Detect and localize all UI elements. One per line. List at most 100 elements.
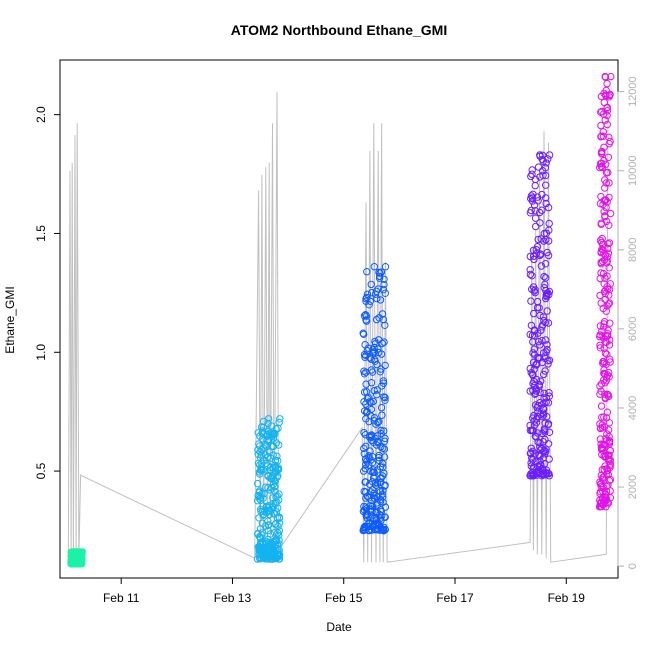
- data-point: [255, 514, 263, 522]
- data-point: [596, 344, 604, 352]
- grey-line-layer: [67, 91, 609, 567]
- data-point: [361, 311, 370, 319]
- data-point: [597, 92, 606, 101]
- data-point: [532, 457, 540, 466]
- data-point: [533, 469, 541, 478]
- data-point: [602, 160, 610, 169]
- data-point: [600, 98, 608, 107]
- data-point: [526, 449, 535, 458]
- data-point: [362, 294, 370, 303]
- data-point: [606, 447, 615, 455]
- data-point: [599, 359, 607, 368]
- data-point: [540, 399, 548, 407]
- data-point: [270, 482, 279, 490]
- data-point: [378, 310, 387, 318]
- grey-series-line: [67, 91, 609, 567]
- x-axis: Feb 11 Feb 13 Feb 15 Feb 17 Feb 19: [103, 577, 585, 605]
- data-point: [534, 355, 543, 363]
- data-point: [381, 513, 389, 521]
- data-point: [542, 194, 550, 202]
- data-point: [544, 251, 553, 260]
- data-point: [254, 479, 262, 488]
- data-point: [363, 293, 371, 302]
- data-point: [528, 166, 536, 174]
- data-point: [601, 379, 609, 387]
- chart-title: ATOM2 Northbound Ethane_GMI: [231, 22, 447, 38]
- data-point: [527, 297, 535, 305]
- data-point: [526, 426, 535, 435]
- points-layer: [67, 72, 615, 568]
- data-point: [536, 443, 544, 451]
- data-point: [257, 493, 265, 502]
- data-point: [526, 209, 535, 217]
- data-point: [605, 264, 613, 272]
- data-point: [367, 280, 375, 289]
- data-point: [361, 431, 370, 439]
- data-point: [360, 444, 368, 453]
- x-axis-label: Date: [326, 620, 352, 634]
- data-point: [540, 272, 548, 281]
- data-point: [603, 466, 612, 475]
- data-point: [255, 488, 264, 496]
- data-point: [536, 388, 544, 397]
- data-point: [545, 151, 554, 159]
- data-point: [275, 536, 283, 544]
- data-point: [601, 390, 609, 398]
- data-point: [257, 505, 265, 513]
- data-point: [540, 317, 548, 325]
- data-point: [542, 274, 550, 282]
- data-point: [601, 462, 609, 470]
- data-point: [544, 289, 552, 297]
- data-point: [275, 540, 283, 548]
- data-point: [597, 162, 605, 171]
- data-point: [380, 427, 388, 435]
- data-point: [258, 423, 266, 431]
- data-point: [530, 287, 538, 295]
- data-point: [545, 219, 553, 228]
- data-point: [605, 341, 614, 349]
- data-point: [378, 490, 386, 498]
- data-point: [603, 408, 612, 416]
- data-point: [606, 494, 615, 502]
- data-point: [380, 453, 389, 461]
- data-point: [532, 249, 541, 258]
- data-point: [605, 133, 613, 142]
- data-point: [605, 456, 613, 464]
- data-point: [537, 377, 545, 385]
- data-point: [600, 208, 608, 216]
- data-point: [363, 510, 371, 518]
- data-point: [257, 451, 265, 459]
- data-point: [67, 560, 75, 568]
- data-point: [361, 478, 369, 486]
- y-right-tick-label: 6000: [627, 317, 639, 341]
- data-point: [535, 304, 543, 312]
- data-point: [540, 394, 548, 402]
- data-point: [378, 411, 386, 419]
- data-point: [259, 456, 268, 464]
- data-point: [597, 238, 606, 247]
- data-point: [367, 506, 375, 514]
- data-point: [530, 463, 538, 471]
- data-point: [273, 550, 281, 558]
- data-point: [366, 480, 374, 488]
- data-point: [599, 110, 608, 118]
- data-point: [597, 121, 605, 130]
- data-point: [264, 506, 273, 515]
- data-point: [534, 235, 542, 244]
- data-point: [362, 351, 370, 360]
- data-point: [381, 289, 389, 297]
- data-point: [605, 432, 613, 441]
- data-point: [603, 120, 611, 129]
- data-point: [380, 437, 389, 445]
- data-point: [530, 351, 539, 359]
- y-right-tick-label: 4000: [627, 396, 639, 420]
- data-point: [602, 169, 611, 177]
- data-point: [596, 236, 605, 245]
- data-point: [538, 206, 546, 214]
- data-point: [606, 319, 614, 327]
- data-point: [604, 391, 612, 399]
- data-point: [370, 417, 378, 425]
- data-point: [604, 153, 613, 162]
- data-point: [540, 229, 548, 238]
- data-point: [598, 475, 607, 484]
